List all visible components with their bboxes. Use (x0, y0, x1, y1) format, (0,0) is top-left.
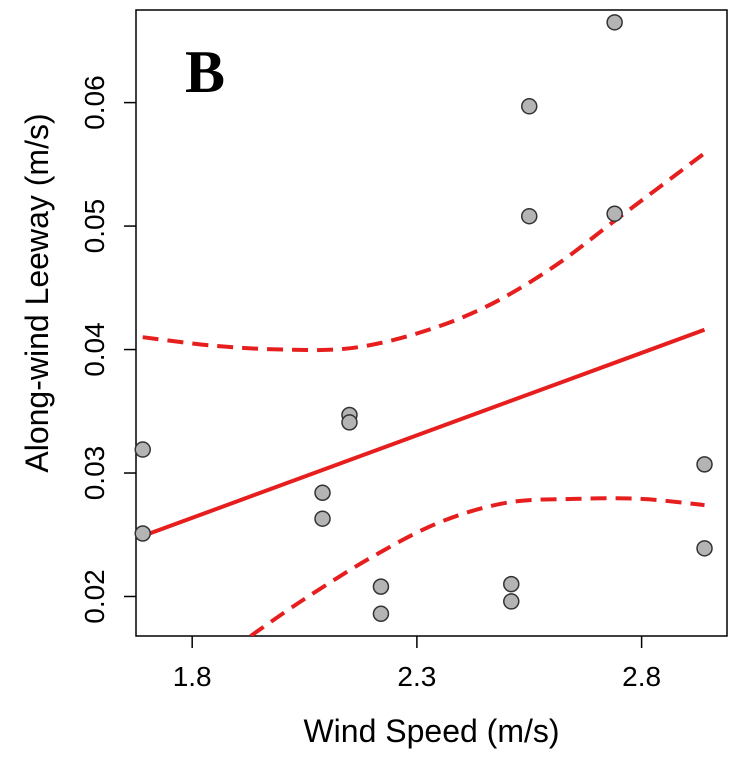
y-tick-label: 0.03 (79, 446, 110, 501)
y-tick-label: 0.04 (79, 322, 110, 377)
x-axis-label: Wind Speed (m/s) (303, 713, 559, 749)
upper-confidence-band (142, 151, 706, 353)
data-points (134, 14, 713, 623)
y-axis: 0.02 0.03 0.04 0.05 0.06 (79, 75, 136, 624)
plot-frame (135, 9, 728, 637)
data-point (521, 98, 538, 115)
data-point (341, 414, 358, 431)
data-point (372, 578, 390, 595)
fit-line (142, 327, 706, 538)
y-axis-label: Along-wind Leeway (m/s) (19, 113, 55, 472)
lower-confidence-band (249, 496, 705, 636)
panel-label: B (185, 39, 225, 105)
data-point (521, 207, 538, 225)
x-tick-label: 1.8 (173, 661, 212, 692)
data-point (696, 456, 713, 473)
data-point (606, 205, 623, 222)
data-point (503, 593, 520, 610)
y-tick-label: 0.05 (79, 199, 110, 254)
data-point (314, 484, 331, 502)
fit-lines (142, 151, 706, 636)
data-point (606, 14, 623, 31)
y-tick-label: 0.06 (79, 75, 110, 129)
data-point (372, 605, 390, 623)
x-tick-label: 2.3 (397, 661, 436, 692)
data-point (503, 575, 520, 593)
data-point (696, 540, 713, 557)
data-point (314, 510, 331, 527)
data-point (134, 441, 151, 458)
y-tick-label: 0.02 (79, 569, 110, 624)
x-tick-label: 2.8 (622, 661, 661, 692)
data-point (134, 525, 151, 542)
x-axis: 1.8 2.3 2.8 (173, 636, 661, 692)
